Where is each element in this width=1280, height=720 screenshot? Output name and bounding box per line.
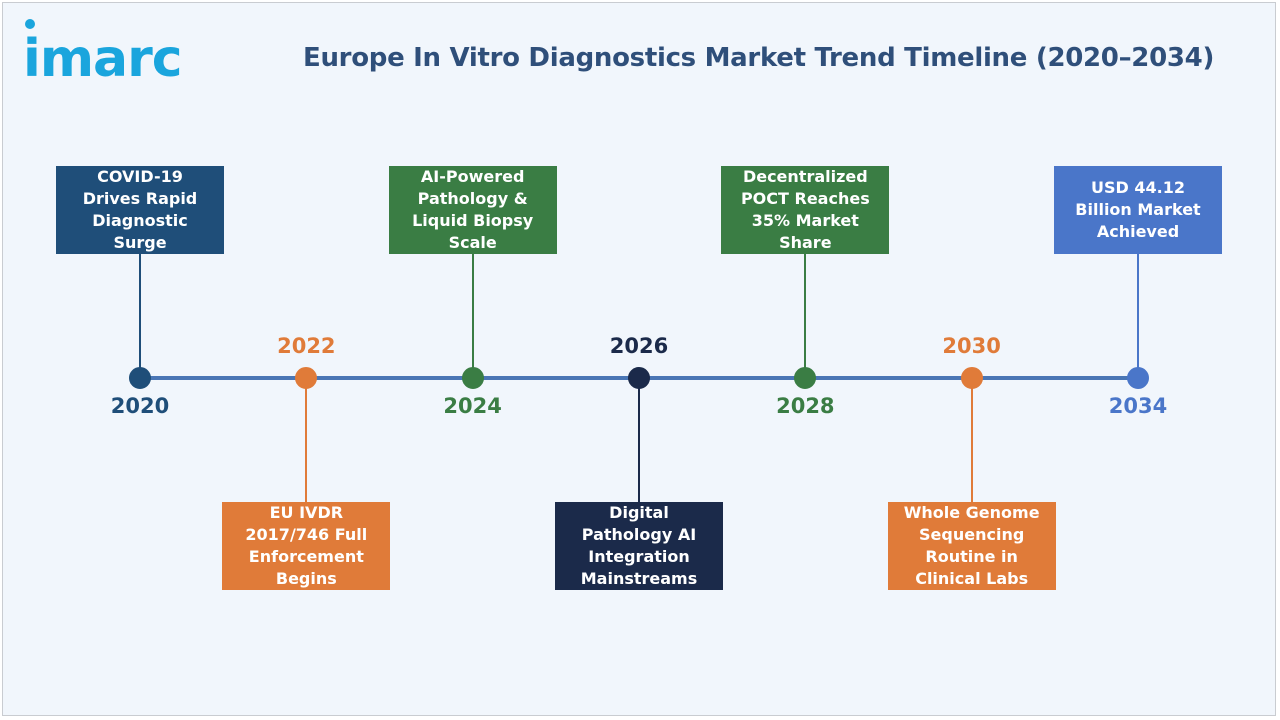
milestone-card-2030: Whole Genome Sequencing Routine in Clini… bbox=[887, 502, 1056, 590]
milestone-year-2022: 2022 bbox=[277, 334, 336, 358]
milestone-year-2034: 2034 bbox=[1108, 394, 1168, 418]
milestone-node-2026 bbox=[628, 367, 650, 389]
milestone-card-2024: AI-Powered Pathology & Liquid Biopsy Sca… bbox=[388, 166, 557, 254]
milestone-year-2028: 2028 bbox=[776, 394, 835, 418]
milestone-card-2028: Decentralized POCT Reaches 35% Market Sh… bbox=[721, 166, 890, 254]
milestone-node-2030 bbox=[960, 367, 983, 389]
milestone-year-2026: 2026 bbox=[609, 334, 669, 358]
milestone-card-2020: COVID-19 Drives Rapid Diagnostic Surge bbox=[56, 166, 224, 254]
milestone-connector-2022 bbox=[305, 378, 308, 502]
milestone-connector-2024 bbox=[471, 254, 474, 378]
milestone-node-2028 bbox=[794, 367, 817, 389]
milestone-card-2022: EU IVDR 2017/746 Full Enforcement Begins bbox=[222, 502, 391, 590]
milestone-year-2020: 2020 bbox=[110, 394, 170, 418]
logo-text: imarc bbox=[23, 29, 183, 89]
milestone-card-2034: USD 44.12 Billion Market Achieved bbox=[1054, 166, 1222, 254]
milestone-connector-2020 bbox=[139, 254, 141, 378]
milestone-node-2034 bbox=[1127, 367, 1149, 389]
page-title: Europe In Vitro Diagnostics Market Trend… bbox=[303, 43, 1215, 73]
milestone-year-2024: 2024 bbox=[443, 394, 502, 418]
milestone-connector-2030 bbox=[970, 378, 973, 502]
logo-dot bbox=[25, 19, 35, 29]
milestone-node-2020 bbox=[129, 367, 151, 389]
milestone-connector-2026 bbox=[638, 378, 640, 502]
milestone-connector-2028 bbox=[804, 254, 807, 378]
imarc-logo: imarc bbox=[23, 17, 213, 87]
milestone-node-2022 bbox=[295, 367, 318, 389]
milestone-card-2026: Digital Pathology AI Integration Mainstr… bbox=[555, 502, 723, 590]
milestone-year-2030: 2030 bbox=[942, 334, 1001, 358]
milestone-node-2024 bbox=[461, 367, 484, 389]
milestone-connector-2034 bbox=[1137, 254, 1139, 378]
